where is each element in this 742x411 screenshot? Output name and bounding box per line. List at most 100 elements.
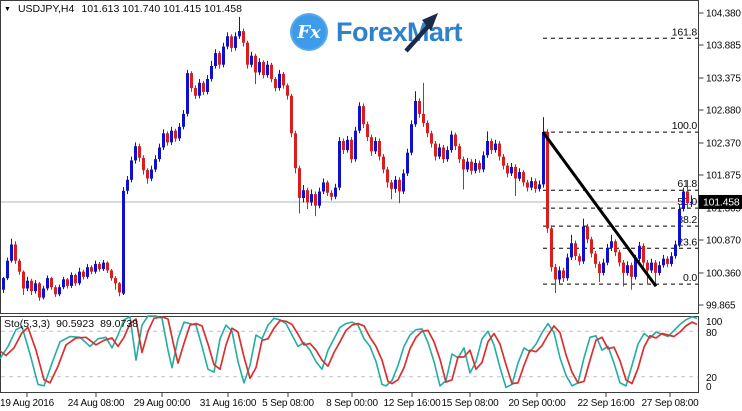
candle-body — [154, 159, 157, 170]
time-axis-label: 19 Aug 2016 — [0, 398, 55, 409]
candle-body — [486, 141, 489, 156]
candle-body — [290, 95, 293, 134]
candle-body — [278, 73, 281, 88]
forexmart-logo-icon: Fx — [290, 13, 328, 51]
candle-body — [602, 262, 605, 273]
candle-body — [22, 271, 25, 289]
stoch-panel-border — [0, 316, 699, 393]
candle-body — [398, 179, 401, 192]
candle-body — [206, 79, 209, 92]
candle-body — [382, 156, 385, 170]
symbol-dropdown-icon[interactable]: ▼ — [4, 5, 11, 13]
candle-body — [590, 239, 593, 254]
price-axis-label: 102.370 — [706, 138, 741, 149]
candle-body — [566, 257, 569, 279]
candle-body — [66, 279, 69, 286]
time-axis-label: 20 Sep 00:00 — [508, 398, 566, 409]
candle-body — [554, 267, 557, 280]
candle-body — [542, 132, 545, 185]
candle-body — [318, 191, 321, 206]
candle-body — [182, 113, 185, 127]
candle-body — [158, 147, 161, 160]
ohlc-values: 101.613 101.740 101.415 101.458 — [81, 3, 242, 15]
forexmart-logo-text: ForexMart — [336, 17, 463, 47]
candle-body — [598, 263, 601, 273]
candle-body — [362, 106, 365, 125]
candle-body — [350, 139, 353, 160]
candle-body — [142, 157, 145, 171]
main-panel-border — [0, 0, 699, 314]
stoch-scale-label: 0 — [706, 382, 712, 393]
candle-body — [466, 161, 469, 170]
candle-body — [62, 279, 65, 288]
fib-level-label: 38.2 — [677, 214, 697, 226]
candle-body — [218, 53, 221, 65]
stoch-scale-label: 20 — [706, 373, 717, 384]
candle-body — [170, 130, 173, 143]
candle-body — [674, 244, 677, 257]
stoch-signal-line — [0, 315, 698, 385]
candle-body — [190, 73, 193, 88]
candle-body — [530, 181, 533, 188]
candle-body — [534, 181, 537, 189]
candle-body — [70, 274, 73, 286]
candle-body — [246, 42, 249, 65]
candle-body — [46, 278, 49, 289]
candle-body — [594, 253, 597, 264]
candle-body — [242, 31, 245, 43]
candle-body — [250, 55, 253, 65]
candle-body — [574, 243, 577, 257]
candle-body — [470, 161, 473, 171]
candle-body — [586, 226, 589, 240]
candle-body — [626, 265, 629, 273]
candle-body — [82, 271, 85, 277]
candle-body — [658, 265, 661, 273]
candle-body — [134, 146, 137, 161]
candle-body — [106, 262, 109, 271]
time-axis-label: 22 Sep 16:00 — [577, 398, 635, 409]
price-axis-label: 103.885 — [706, 41, 741, 52]
candle-body — [442, 147, 445, 160]
price-axis-label: 101.875 — [706, 170, 741, 181]
candle-body — [198, 82, 201, 96]
candle-body — [422, 113, 425, 123]
candle-body — [634, 258, 637, 277]
candle-body — [630, 265, 633, 277]
candle-body — [254, 55, 257, 73]
candle-body — [430, 133, 433, 144]
candle-body — [58, 287, 61, 295]
price-axis-label: 103.375 — [706, 73, 741, 84]
candle-body — [498, 143, 501, 157]
candle-body — [322, 182, 325, 192]
candle-body — [94, 263, 97, 272]
candle-body — [294, 133, 297, 169]
candle-body — [334, 187, 337, 197]
candle-body — [662, 258, 665, 266]
candle-body — [686, 191, 689, 204]
symbol-period-label: USDJPY,H4 — [17, 3, 75, 15]
candle-body — [406, 152, 409, 174]
candle-body — [14, 244, 17, 261]
candle-body — [330, 192, 333, 197]
candle-body — [418, 101, 421, 114]
price-axis-label: 104.380 — [706, 9, 741, 20]
candle-body — [354, 130, 357, 160]
candle-body — [302, 190, 305, 198]
candle-body — [610, 241, 613, 248]
candle-body — [342, 141, 345, 151]
price-axis-label: 99.865 — [706, 300, 736, 311]
fib-level-label: 23.6 — [677, 236, 697, 248]
candle-body — [654, 262, 657, 273]
candle-body — [26, 280, 29, 289]
candle-body — [390, 182, 393, 189]
stoch-scale-label: 80 — [706, 328, 717, 339]
candle-body — [314, 194, 317, 206]
candle-body — [114, 278, 117, 284]
candle-body — [34, 283, 37, 292]
candle-body — [310, 194, 313, 203]
candle-body — [458, 146, 461, 160]
price-axis-label: 100.870 — [706, 235, 741, 246]
candle-body — [126, 179, 129, 191]
candle-body — [582, 226, 585, 262]
